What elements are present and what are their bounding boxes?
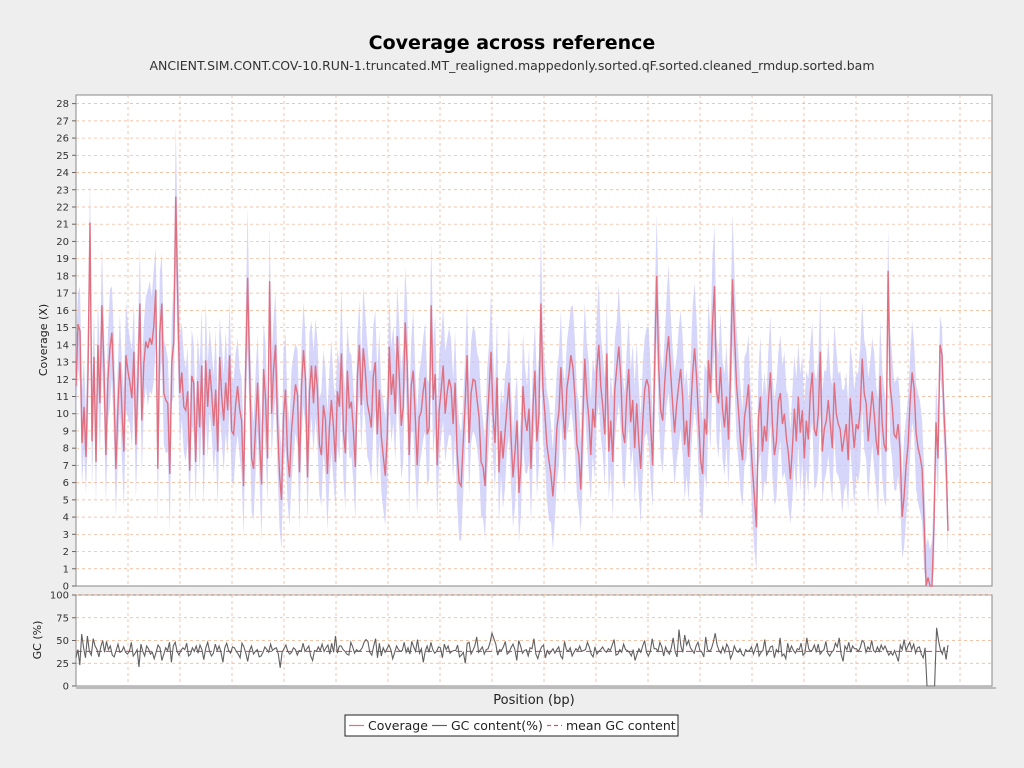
legend-gc-label: GC content(%)	[451, 718, 543, 733]
gc-y-tick-label: 100	[50, 591, 69, 602]
coverage-panel: 0123456789101112131415161718192021222324…	[37, 94, 993, 593]
coverage-y-tick-label: 15	[56, 323, 69, 334]
coverage-y-tick-label: 2	[63, 547, 69, 558]
coverage-y-ticks: 0123456789101112131415161718192021222324…	[56, 99, 76, 593]
gc-y-axis-label: GC (%)	[31, 621, 44, 660]
legend: Coverage GC content(%) mean GC content	[344, 714, 679, 737]
coverage-y-tick-label: 11	[56, 392, 69, 403]
coverage-y-tick-label: 25	[56, 151, 69, 162]
coverage-y-tick-label: 4	[63, 513, 69, 524]
coverage-series-line	[75, 196, 949, 587]
gc-panel: 0 25 50 75 100 GC (%)	[31, 591, 996, 693]
coverage-y-tick-label: 10	[56, 409, 69, 420]
coverage-y-tick-label: 22	[56, 202, 69, 213]
legend-coverage-label: Coverage	[368, 718, 428, 733]
x-axis-label: Position (bp)	[493, 693, 574, 708]
coverage-y-tick-label: 17	[56, 289, 69, 300]
coverage-y-tick-label: 9	[63, 426, 69, 437]
coverage-y-tick-label: 27	[56, 116, 69, 127]
gc-y-tick-label: 25	[56, 659, 69, 670]
gc-content-line	[75, 627, 949, 687]
coverage-y-tick-label: 20	[56, 237, 69, 248]
coverage-y-tick-label: 18	[56, 271, 69, 282]
chart-subtitle: ANCIENT.SIM.CONT.COV-10.RUN-1.truncated.…	[149, 58, 874, 73]
coverage-y-tick-label: 24	[56, 168, 69, 179]
coverage-y-tick-label: 13	[56, 358, 69, 369]
coverage-y-tick-label: 1	[63, 564, 69, 575]
coverage-y-tick-label: 3	[63, 530, 69, 541]
gc-series-line	[75, 627, 949, 687]
coverage-variance-band	[76, 124, 948, 587]
chart-title: Coverage across reference	[369, 32, 656, 54]
gc-y-tick-label: 0	[63, 682, 69, 693]
coverage-y-tick-label: 23	[56, 185, 69, 196]
coverage-y-tick-label: 12	[56, 375, 69, 386]
legend-box	[344, 714, 679, 737]
coverage-y-tick-label: 26	[56, 134, 69, 145]
legend-mean-gc-label: mean GC content	[566, 718, 676, 733]
gc-y-ticks: 0 25 50 75 100	[50, 591, 76, 693]
coverage-y-tick-label: 21	[56, 220, 69, 231]
coverage-y-tick-label: 14	[56, 340, 69, 351]
coverage-y-tick-label: 16	[56, 306, 69, 317]
coverage-y-tick-label: 0	[63, 582, 69, 593]
coverage-y-axis-label: Coverage (X)	[37, 304, 50, 376]
coverage-band-area	[76, 124, 948, 587]
coverage-y-tick-label: 5	[63, 495, 69, 506]
coverage-y-tick-label: 28	[56, 99, 69, 110]
coverage-y-tick-label: 19	[56, 254, 69, 265]
coverage-y-tick-label: 6	[63, 478, 69, 489]
coverage-y-tick-label: 7	[63, 461, 69, 472]
gc-y-tick-label: 75	[56, 613, 69, 624]
coverage-line	[75, 196, 949, 587]
gc-y-tick-label: 50	[56, 636, 69, 647]
coverage-y-tick-label: 8	[63, 444, 69, 455]
coverage-plot-area	[75, 94, 993, 587]
